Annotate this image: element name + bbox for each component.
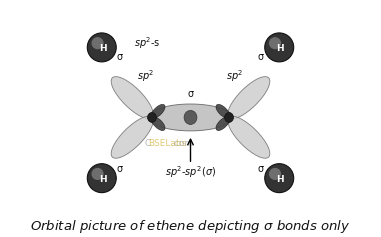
- Ellipse shape: [228, 116, 270, 158]
- Text: H: H: [277, 175, 284, 184]
- Circle shape: [87, 33, 116, 62]
- Ellipse shape: [224, 113, 234, 122]
- Text: C: C: [145, 139, 151, 148]
- Circle shape: [265, 164, 294, 193]
- Circle shape: [269, 168, 281, 180]
- Ellipse shape: [228, 77, 270, 119]
- Text: H: H: [277, 44, 284, 53]
- Ellipse shape: [216, 117, 230, 130]
- Text: $sp^2$: $sp^2$: [138, 69, 155, 84]
- Text: H: H: [99, 175, 107, 184]
- Text: σ: σ: [258, 52, 264, 62]
- Ellipse shape: [149, 104, 232, 131]
- Circle shape: [87, 164, 116, 193]
- Ellipse shape: [151, 117, 165, 130]
- Ellipse shape: [216, 105, 230, 118]
- Text: $sp^2$-$sp^2$($\sigma$): $sp^2$-$sp^2$($\sigma$): [165, 164, 216, 180]
- Text: σ: σ: [258, 164, 264, 174]
- Ellipse shape: [147, 113, 157, 122]
- Text: σ: σ: [187, 89, 194, 99]
- Text: H: H: [99, 44, 107, 53]
- Circle shape: [91, 37, 104, 49]
- Text: σ: σ: [117, 164, 123, 174]
- Text: $sp^2$: $sp^2$: [226, 69, 243, 84]
- Text: BSELabs: BSELabs: [148, 139, 186, 148]
- Ellipse shape: [111, 116, 153, 158]
- Ellipse shape: [184, 110, 197, 124]
- Circle shape: [265, 33, 294, 62]
- Circle shape: [91, 168, 104, 180]
- Ellipse shape: [111, 77, 153, 119]
- Circle shape: [269, 37, 281, 49]
- Text: σ: σ: [117, 52, 123, 62]
- Ellipse shape: [151, 105, 165, 118]
- Text: Orbital picture of ethene depicting $\sigma$ bonds only: Orbital picture of ethene depicting $\si…: [30, 218, 351, 235]
- Text: .com: .com: [171, 139, 193, 148]
- Text: $sp^2$-s: $sp^2$-s: [134, 35, 161, 51]
